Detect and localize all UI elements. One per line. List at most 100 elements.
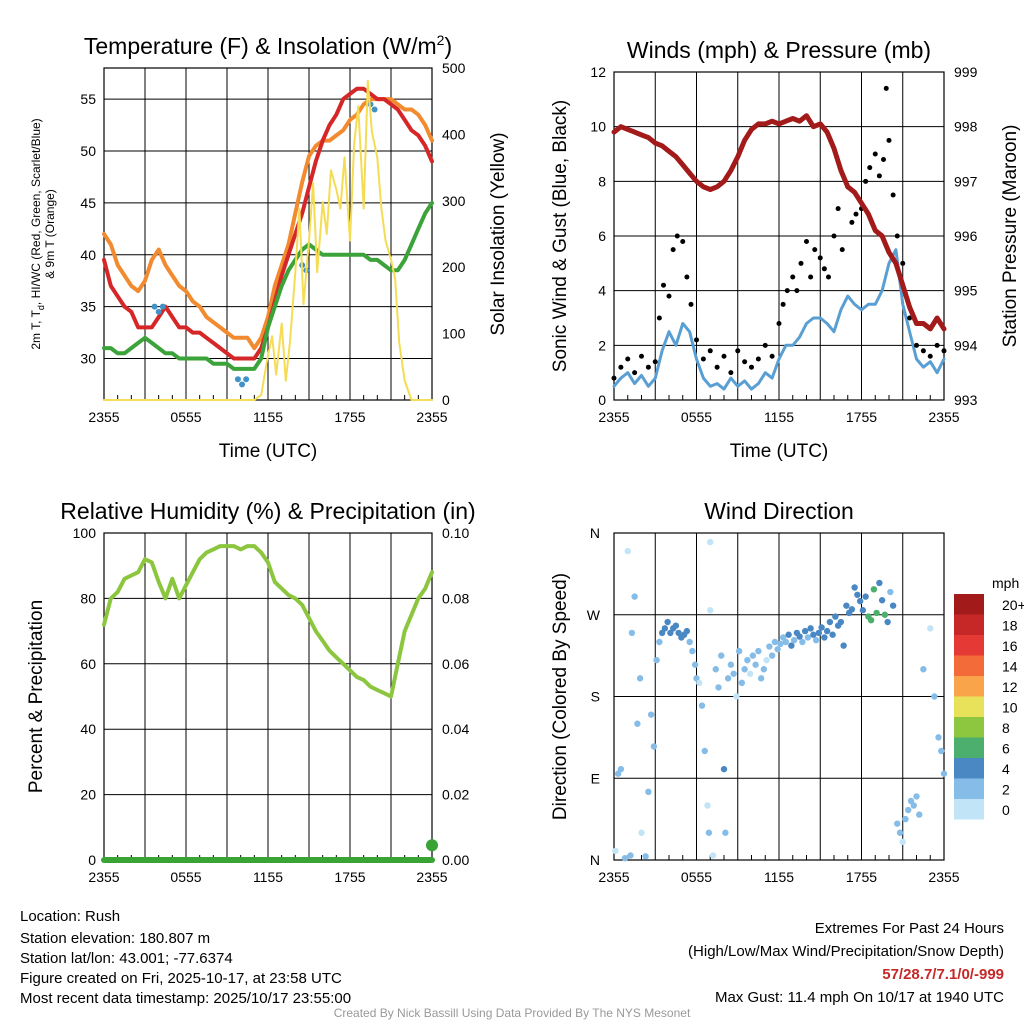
y2-axis-label: Solar Insolation (Yellow) — [488, 132, 509, 335]
direction-point — [821, 634, 828, 641]
y-axis-label-line2: & 9m T (Orange) — [43, 189, 57, 279]
legend-swatch — [954, 655, 984, 676]
direction-point — [705, 829, 713, 836]
chart-panel-0: 2355 0555 1155 1755 2355 30 35 40 45 50 55 0 100 200 3… — [29, 32, 509, 462]
direction-point — [843, 602, 850, 609]
y-tick-label: 2 — [598, 337, 606, 353]
direction-point — [709, 852, 717, 859]
direction-point — [801, 627, 809, 635]
x-tick-label: 1755 — [334, 409, 365, 425]
series-point-wind-chill — [371, 106, 378, 113]
series-point-gust — [808, 274, 814, 280]
series-point-gust — [927, 353, 933, 359]
direction-point — [774, 646, 781, 653]
legend-swatch — [954, 594, 984, 615]
location-text: Location: Rush — [20, 908, 121, 925]
y2-tick-label: 996 — [954, 228, 978, 244]
legend-label: 0 — [1002, 802, 1010, 818]
direction-point — [701, 747, 708, 755]
legend-swatch — [954, 614, 984, 635]
direction-tick-label: E — [591, 770, 600, 786]
x-tick-label: 1155 — [253, 869, 283, 885]
direction-point — [727, 661, 735, 668]
legend-label: 20+ — [1002, 597, 1024, 613]
direction-point — [889, 602, 897, 609]
chart-title: Relative Humidity (%) & Precipitation (i… — [60, 498, 475, 524]
direction-tick-label: S — [591, 689, 600, 705]
y-axis-label: Percent & Precipitation — [26, 600, 47, 793]
series-point-gust — [700, 356, 706, 362]
y2-axis-label: Station Pressure (Maroon) — [1000, 125, 1021, 348]
legend-label: 10 — [1002, 700, 1018, 716]
direction-point — [746, 670, 754, 677]
series-point-gust — [872, 151, 878, 157]
x-tick-label: 0555 — [170, 409, 201, 425]
series-point-wind-chill — [239, 381, 246, 388]
x-tick-label: 2355 — [928, 869, 959, 885]
y-tick-label: 4 — [598, 283, 606, 299]
series-point-gust — [883, 85, 889, 91]
series-point-gust — [742, 359, 748, 365]
direction-point — [878, 597, 886, 604]
series-point-gust — [688, 301, 694, 307]
y-tick-label: 50 — [80, 143, 96, 159]
y-axis-label: Sonic Wind & Gust (Blue, Black) — [550, 100, 571, 372]
direction-point — [884, 618, 891, 626]
direction-tick-label: W — [587, 607, 601, 623]
series-point-gust — [900, 260, 906, 266]
direction-point — [664, 618, 671, 626]
series-point-gust — [674, 233, 680, 239]
y-tick-label: 12 — [590, 64, 606, 80]
direction-tick-label: N — [590, 852, 600, 868]
series-point-gust — [920, 348, 926, 354]
y-tick-label: 20 — [80, 787, 96, 803]
series-point-gust — [749, 364, 754, 370]
direction-point — [735, 647, 743, 655]
y-tick-label: 40 — [80, 247, 96, 263]
extremes-values: 57/28.7/7.1/0/-999 — [882, 966, 1004, 983]
direction-point — [782, 638, 790, 646]
chart-panel-2: 2355 0555 1155 1755 23550204060801000.000.02… — [26, 498, 476, 885]
x-tick-label: 0555 — [681, 869, 712, 885]
direction-point — [812, 636, 820, 644]
legend-swatch — [954, 696, 984, 717]
direction-point — [638, 829, 645, 836]
precip-marker — [426, 839, 438, 852]
series-point-gust — [941, 348, 947, 354]
direction-point — [873, 609, 880, 617]
direction-point — [940, 770, 948, 777]
legend-title: mph — [992, 575, 1019, 591]
x-axis-label: Time (UTC) — [730, 441, 829, 462]
y2-tick-label: 100 — [442, 326, 466, 342]
direction-point — [768, 652, 776, 659]
x-tick-label: 1155 — [764, 869, 794, 885]
series-point-gust — [645, 364, 651, 370]
created-text: Figure created on Fri, 2025-10-17, at 23… — [20, 970, 342, 987]
direction-point — [785, 631, 792, 638]
direction-point — [636, 675, 644, 682]
series-point-gust — [656, 315, 662, 321]
direction-point — [881, 611, 889, 618]
y-tick-label: 45 — [80, 195, 96, 211]
direction-point — [757, 675, 765, 682]
direction-point — [661, 625, 669, 632]
x-tick-label: 0555 — [681, 409, 712, 425]
direction-point — [815, 629, 823, 637]
direction-point — [854, 591, 861, 598]
direction-point — [724, 675, 732, 682]
legend-swatch — [954, 737, 984, 758]
y2-tick-label: 0.06 — [442, 656, 469, 672]
direction-point — [741, 666, 748, 673]
direction-point — [683, 627, 691, 635]
direction-point — [826, 618, 834, 626]
direction-tick-label: N — [590, 525, 600, 541]
direction-point — [627, 852, 634, 859]
series-line-solar-insolation — [103, 79, 433, 401]
direction-point — [612, 847, 619, 855]
series-point-gust — [867, 165, 873, 171]
direction-point — [707, 607, 714, 614]
direction-point — [696, 679, 703, 687]
direction-point — [913, 793, 920, 800]
direction-point — [617, 765, 625, 773]
